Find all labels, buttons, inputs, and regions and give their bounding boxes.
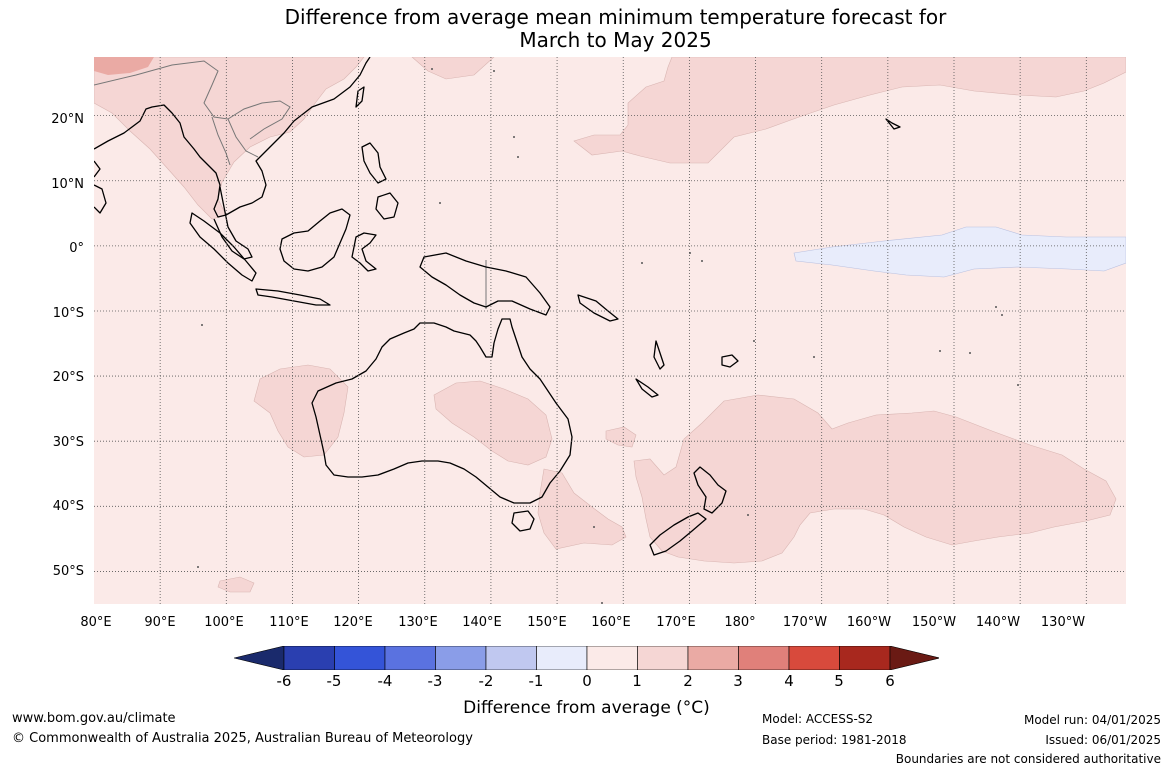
colorbar bbox=[234, 646, 939, 670]
lon-label-100e: 100°E bbox=[204, 615, 244, 630]
anomaly-region-neg1-to-0 bbox=[793, 226, 1126, 278]
colorbar-segment bbox=[384, 646, 436, 670]
colorbar-tick: 6 bbox=[885, 672, 895, 690]
colorbar-tick: -5 bbox=[326, 672, 342, 690]
colorbar-segment bbox=[839, 646, 891, 670]
lon-label-130w: 130°W bbox=[1040, 615, 1086, 630]
colorbar-tick: 3 bbox=[733, 672, 743, 690]
lon-label-80e: 80°E bbox=[80, 615, 112, 630]
lon-label-160w: 160°W bbox=[846, 615, 892, 630]
forecast-map bbox=[94, 57, 1126, 604]
boundaries-disclaimer: Boundaries are not considered authoritat… bbox=[895, 752, 1161, 766]
colorbar-tick: -4 bbox=[377, 672, 393, 690]
coast-sulawesi bbox=[351, 232, 377, 272]
lat-label-50s: 50°S bbox=[52, 564, 84, 579]
lon-label-170e: 170°E bbox=[656, 615, 696, 630]
anomaly-regions-1-to-2 bbox=[94, 57, 1126, 593]
anomaly-region-coral-sea bbox=[605, 426, 637, 448]
colorbar-label: Difference from average (°C) bbox=[463, 698, 710, 718]
lon-label-90e: 90°E bbox=[144, 615, 176, 630]
colorbar-segment bbox=[586, 646, 638, 670]
anomaly-region-north-pacific bbox=[573, 57, 1126, 164]
colorbar-extend-low bbox=[234, 646, 285, 670]
lat-label-0: 0° bbox=[69, 241, 84, 256]
colorbar-segment bbox=[435, 646, 487, 670]
base-period: Base period: 1981-2018 bbox=[762, 733, 907, 747]
lon-label-130e: 130°E bbox=[398, 615, 438, 630]
colorbar-extend-high bbox=[889, 646, 939, 670]
colorbar-tick: -6 bbox=[276, 672, 292, 690]
lon-label-150w: 150°W bbox=[911, 615, 957, 630]
lon-label-140e: 140°E bbox=[462, 615, 502, 630]
anomaly-region-central-australia bbox=[433, 380, 553, 466]
coast-new-zealand-north bbox=[693, 466, 727, 514]
colorbar-tick: -3 bbox=[427, 672, 443, 690]
graticule bbox=[94, 57, 1126, 604]
colorbar-segment bbox=[334, 646, 386, 670]
lon-label-160e: 160°E bbox=[591, 615, 631, 630]
coast-new-zealand-south bbox=[649, 512, 707, 556]
colorbar-tick: -2 bbox=[478, 672, 494, 690]
anomaly-region-asia-north bbox=[94, 57, 365, 220]
coast-borneo bbox=[279, 208, 351, 272]
coast-philippines-luzon bbox=[361, 142, 387, 184]
colorbar-segment bbox=[788, 646, 840, 670]
lat-label-10s: 10°S bbox=[52, 306, 84, 321]
coast-fiji bbox=[721, 354, 739, 368]
lat-label-10n: 10°N bbox=[51, 177, 84, 192]
lat-label-20n: 20°N bbox=[51, 112, 84, 127]
lat-label-40s: 40°S bbox=[52, 499, 84, 514]
anomaly-region-south-west bbox=[217, 576, 255, 593]
coast-australia bbox=[311, 318, 573, 504]
anomaly-region-2-to-3 bbox=[94, 57, 154, 75]
coast-philippines-mindanao bbox=[375, 192, 399, 220]
copyright-notice: © Commonwealth of Australia 2025, Austra… bbox=[12, 731, 473, 746]
lon-label-110e: 110°E bbox=[269, 615, 309, 630]
lat-label-20s: 20°S bbox=[52, 370, 84, 385]
colorbar-segment bbox=[283, 646, 335, 670]
anomaly-region-bass-strait bbox=[537, 468, 627, 550]
colorbar-segment bbox=[536, 646, 588, 670]
colorbar-tick: 2 bbox=[683, 672, 693, 690]
anomaly-region-new-zealand-tasman bbox=[633, 394, 1117, 564]
lon-label-120e: 120°E bbox=[333, 615, 373, 630]
colorbar-tick: 5 bbox=[834, 672, 844, 690]
coast-hawaii bbox=[885, 118, 901, 130]
lon-label-170w: 170°W bbox=[782, 615, 828, 630]
colorbar-segment bbox=[637, 646, 689, 670]
coast-tasmania bbox=[511, 510, 535, 532]
coast-sri-lanka bbox=[94, 184, 107, 214]
map-title-line2: March to May 2025 bbox=[519, 28, 712, 52]
map-title-line1: Difference from average mean minimum tem… bbox=[284, 5, 947, 29]
coast-india-east bbox=[94, 160, 101, 178]
coast-taiwan bbox=[355, 86, 365, 108]
issued-date: Issued: 06/01/2025 bbox=[1045, 733, 1161, 747]
lon-label-140w: 140°W bbox=[975, 615, 1021, 630]
anomaly-region-taiwan bbox=[411, 57, 495, 80]
coast-solomons bbox=[577, 294, 619, 322]
lat-label-30s: 30°S bbox=[52, 435, 84, 450]
website-link[interactable]: www.bom.gov.au/climate bbox=[12, 711, 176, 726]
coast-new-guinea bbox=[419, 252, 551, 316]
country-borders bbox=[94, 60, 487, 309]
coast-sumatra bbox=[189, 212, 257, 282]
colorbar-tick: 0 bbox=[582, 672, 592, 690]
model-run-date: Model run: 04/01/2025 bbox=[1023, 713, 1161, 727]
colorbar-tick: 1 bbox=[632, 672, 642, 690]
colorbar-segment bbox=[485, 646, 537, 670]
colorbar-tick: 4 bbox=[784, 672, 794, 690]
model-name: Model: ACCESS-S2 bbox=[762, 712, 874, 726]
colorbar-segment bbox=[687, 646, 739, 670]
small-islands bbox=[197, 68, 1019, 604]
coast-new-caledonia bbox=[635, 378, 659, 398]
lon-label-150e: 150°E bbox=[527, 615, 567, 630]
colorbar-tick: -1 bbox=[528, 672, 544, 690]
colorbar-segment bbox=[738, 646, 790, 670]
coast-java bbox=[255, 288, 331, 306]
lon-label-180: 180° bbox=[724, 615, 756, 630]
coastlines bbox=[94, 57, 901, 556]
coast-vanuatu bbox=[653, 340, 665, 370]
